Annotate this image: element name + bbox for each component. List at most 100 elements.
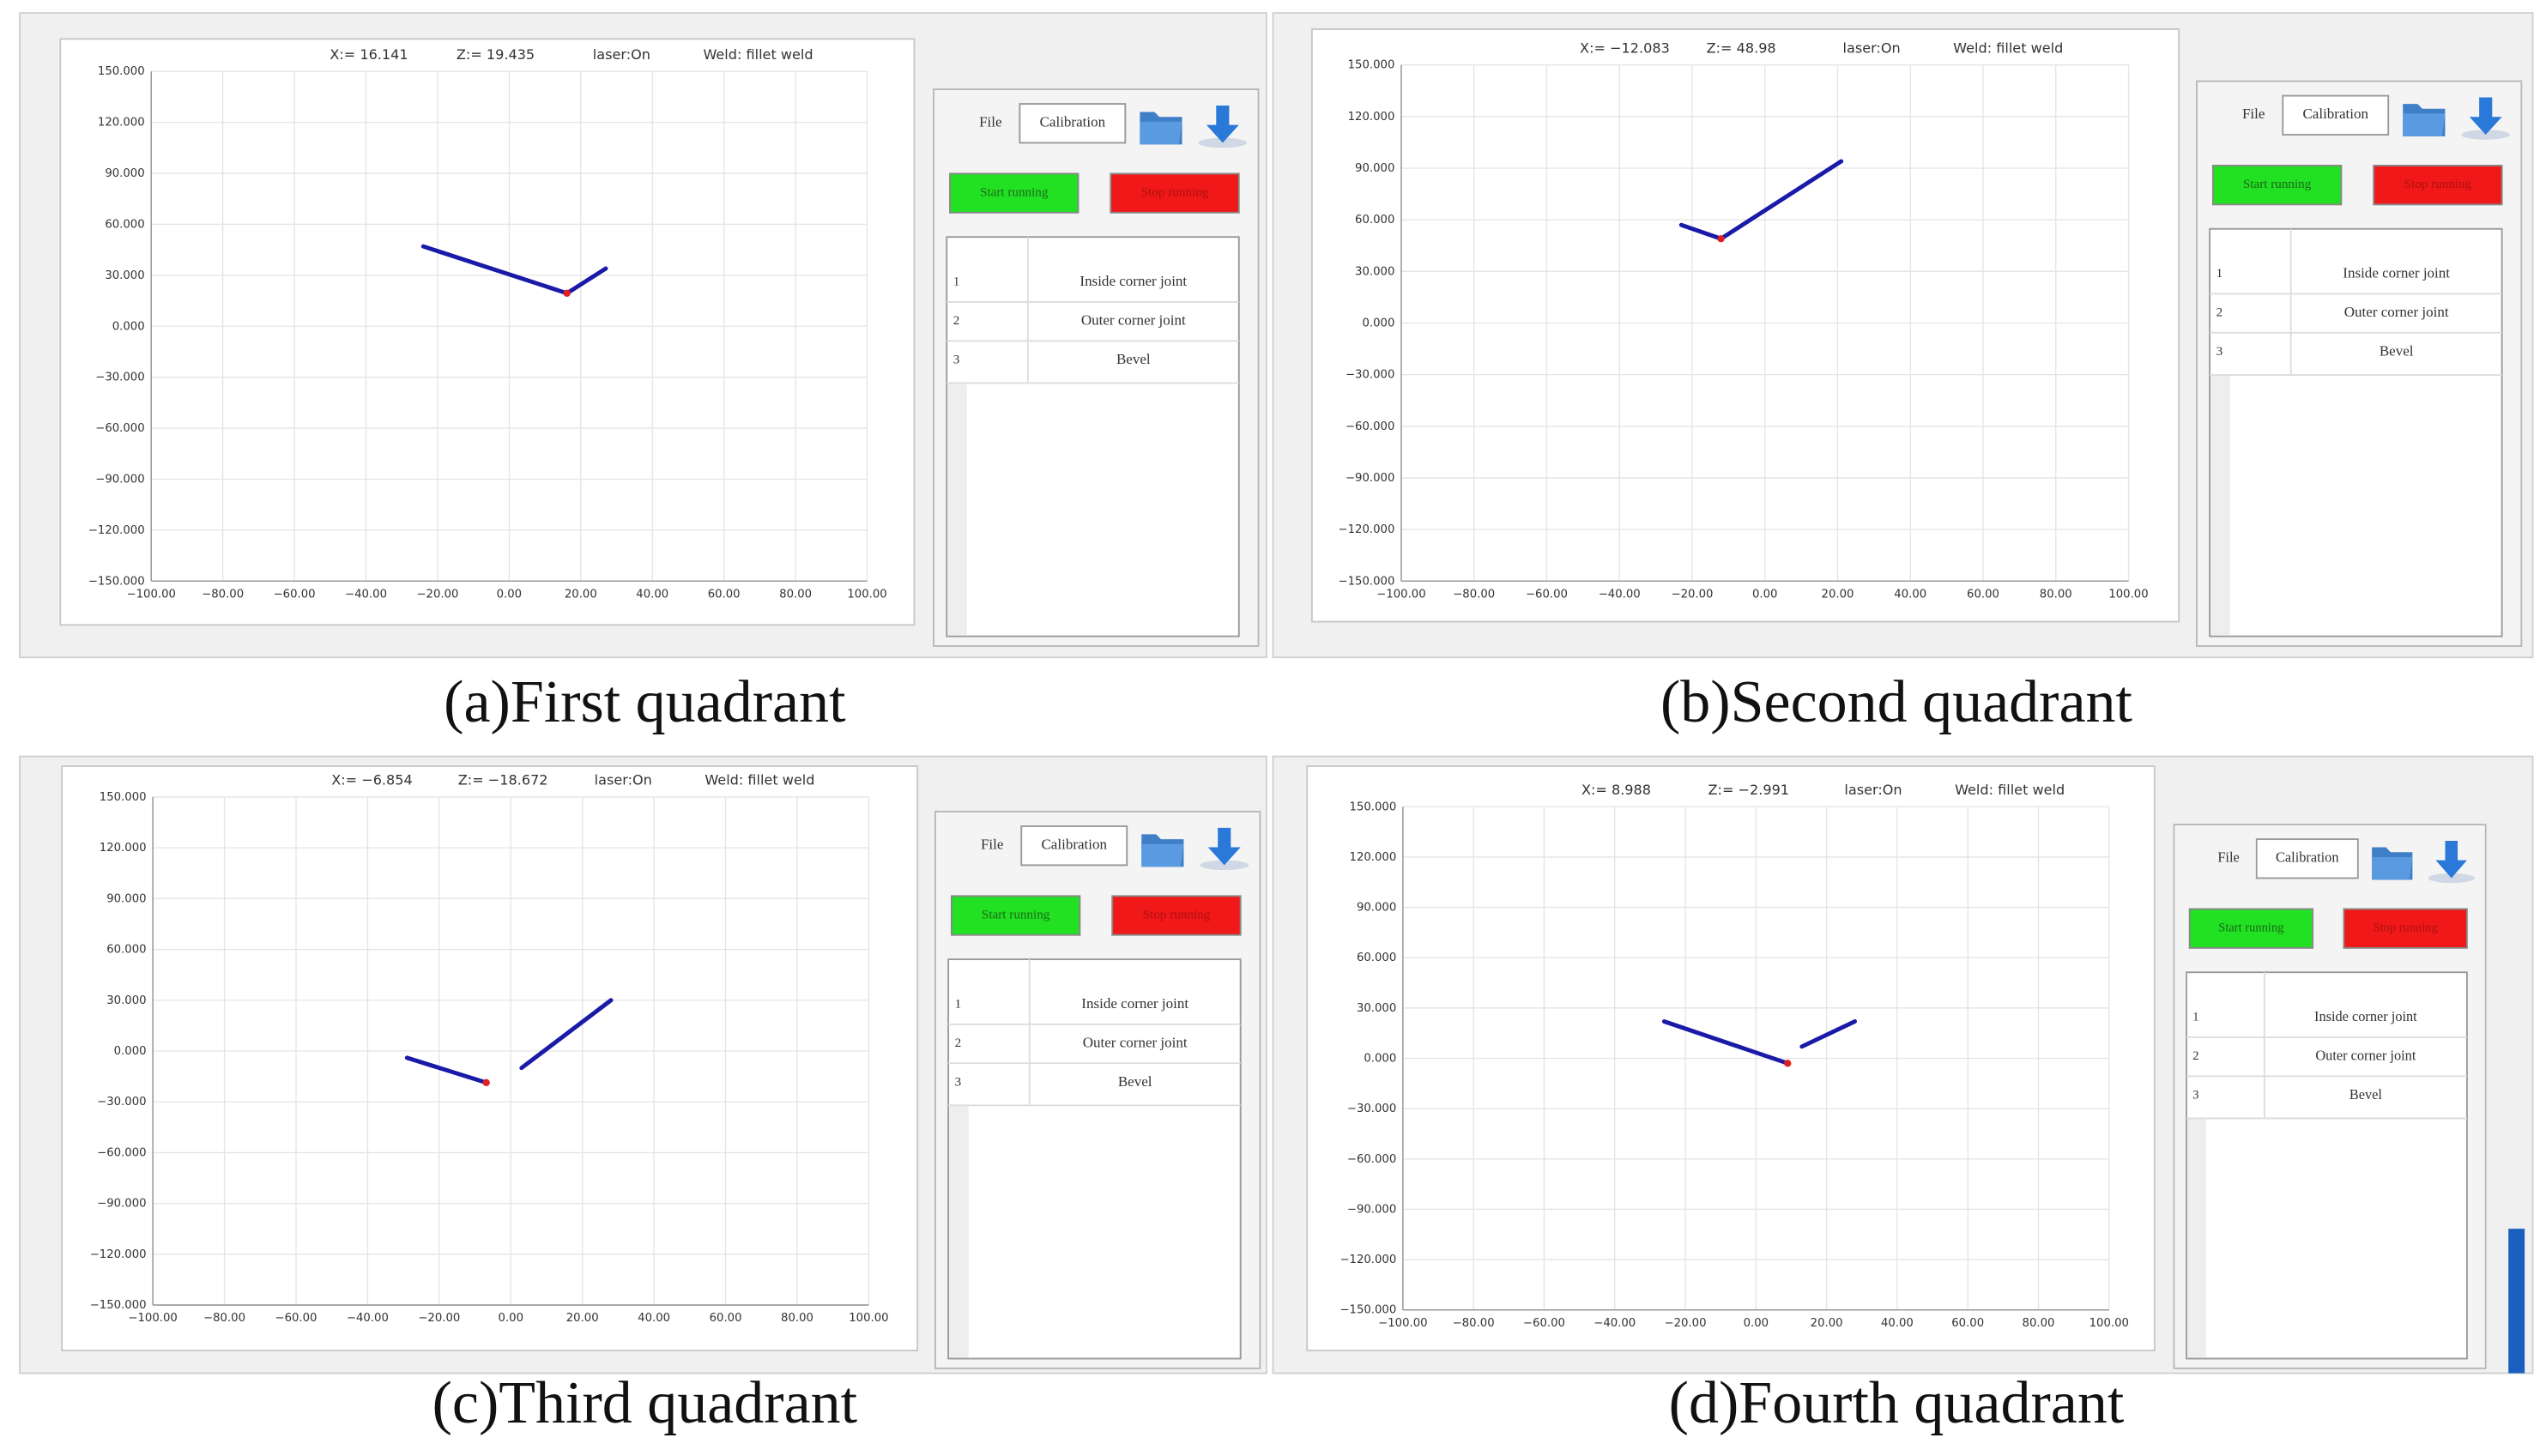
start-button[interactable] [2188, 908, 2314, 949]
x-tick-label: −60.00 [1526, 588, 1568, 601]
row-label[interactable]: Outer corner joint [2315, 1047, 2416, 1063]
row-number[interactable]: 1 [2216, 267, 2223, 281]
calibration-box[interactable] [1020, 825, 1128, 867]
scroll-indicator [2508, 1229, 2525, 1374]
row-number[interactable]: 3 [2192, 1088, 2198, 1102]
stop-label[interactable]: Stop running [1143, 908, 1211, 921]
x-tick-label: 60.00 [710, 1312, 742, 1325]
row-number[interactable]: 1 [953, 275, 960, 289]
row-label[interactable]: Inside corner joint [2343, 265, 2450, 281]
corner-point [1717, 235, 1725, 243]
corner-point [563, 289, 571, 297]
x-tick-label: 60.00 [1951, 1317, 1984, 1330]
x-tick-label: 80.00 [779, 588, 812, 601]
calibration-box[interactable] [1019, 103, 1127, 144]
weld-profile [404, 1055, 489, 1085]
x-tick-label: 40.00 [1894, 588, 1926, 601]
menu-calibration[interactable]: Calibration [1040, 114, 1106, 130]
x-tick-label: −100.00 [127, 588, 176, 601]
row-number[interactable]: 2 [953, 314, 960, 328]
row-number[interactable]: 3 [955, 1075, 962, 1089]
x-tick-label: −40.00 [1599, 588, 1641, 601]
start-label[interactable]: Start running [982, 908, 1050, 921]
x-tick-label: 40.00 [1881, 1317, 1914, 1330]
y-tick-label: −120.000 [1339, 523, 1395, 536]
row-label[interactable]: Outer corner joint [1083, 1034, 1188, 1050]
menu-calibration[interactable]: Calibration [2302, 106, 2368, 122]
start-button[interactable] [949, 172, 1079, 214]
row-number[interactable]: 1 [2192, 1010, 2198, 1024]
x-tick-label: 20.00 [1822, 588, 1854, 601]
start-label[interactable]: Start running [980, 186, 1049, 200]
y-tick-label: −60.000 [1347, 1153, 1396, 1166]
control-panel: File Calibration Start running Stop running… [2196, 80, 2523, 647]
row-number[interactable]: 3 [953, 353, 960, 366]
panel: 150.000 120.000 90.000 60.000 30.000 0.000 −30… [19, 12, 1267, 735]
stop-label[interactable]: Stop running [2404, 178, 2472, 191]
y-tick-label: 30.000 [1357, 1002, 1396, 1015]
x-tick-label: 80.00 [2023, 1317, 2055, 1330]
x-tick-label: −40.00 [345, 588, 387, 601]
row-label[interactable]: Inside corner joint [2314, 1008, 2417, 1024]
row-label[interactable]: Bevel [2380, 342, 2414, 359]
calibration-box[interactable] [2255, 838, 2359, 879]
download-shadow [2461, 130, 2511, 140]
y-tick-label: −120.000 [88, 524, 145, 537]
start-button[interactable] [950, 895, 1081, 936]
folder-front[interactable] [2372, 856, 2413, 880]
menu-file[interactable]: File [2217, 849, 2239, 865]
row-label[interactable]: Outer corner joint [1081, 311, 1186, 328]
row-number[interactable]: 1 [955, 998, 962, 1012]
caption: (b)Second quadrant [1660, 669, 2133, 735]
download-icon[interactable] [2435, 840, 2467, 879]
row-label[interactable]: Bevel [1116, 351, 1151, 367]
download-icon[interactable] [1207, 827, 1241, 866]
y-tick-label: 120.000 [100, 842, 147, 855]
x-tick-label: 80.00 [781, 1312, 813, 1325]
menu-calibration[interactable]: Calibration [1041, 837, 1107, 853]
download-icon[interactable] [1206, 105, 1239, 143]
status-text: Z:= −2.991 [1708, 782, 1790, 798]
menu-file[interactable]: File [979, 114, 1001, 130]
start-button[interactable] [2211, 165, 2343, 206]
y-tick-label: −90.000 [1346, 472, 1394, 485]
y-tick-label: −30.000 [95, 372, 144, 384]
stop-label[interactable]: Stop running [1141, 186, 1209, 200]
stop-button[interactable] [1111, 895, 1242, 936]
list-gutter [2210, 375, 2230, 636]
row-number[interactable]: 2 [2216, 306, 2223, 320]
folder-front[interactable] [1141, 843, 1184, 867]
row-number[interactable]: 3 [2216, 345, 2223, 359]
stop-label[interactable]: Stop running [2373, 921, 2438, 934]
calibration-box[interactable] [2282, 94, 2390, 136]
folder-front[interactable] [2403, 113, 2446, 136]
x-tick-label: −40.00 [347, 1312, 389, 1325]
stop-button[interactable] [1110, 172, 1240, 214]
y-tick-label: 0.000 [114, 1045, 147, 1058]
menu-file[interactable]: File [2242, 106, 2265, 122]
folder-front[interactable] [1140, 121, 1182, 145]
row-label[interactable]: Bevel [1118, 1073, 1152, 1090]
stop-button[interactable] [2373, 165, 2503, 206]
y-tick-label: 150.000 [1350, 800, 1397, 813]
weld-profile [1661, 1019, 1790, 1066]
y-tick-label: −30.000 [1347, 1103, 1396, 1115]
menu-calibration[interactable]: Calibration [2276, 849, 2339, 865]
x-tick-label: −20.00 [416, 588, 458, 601]
stop-button[interactable] [2343, 908, 2468, 949]
download-icon[interactable] [2469, 97, 2502, 136]
start-label[interactable]: Start running [2218, 921, 2284, 934]
start-label[interactable]: Start running [2243, 178, 2312, 191]
row-label[interactable]: Inside corner joint [1081, 995, 1188, 1012]
row-label[interactable]: Inside corner joint [1079, 273, 1187, 289]
menu-file[interactable]: File [981, 837, 1003, 853]
row-number[interactable]: 2 [955, 1036, 962, 1050]
x-tick-label: 60.00 [1967, 588, 1999, 601]
row-label[interactable]: Outer corner joint [2344, 304, 2449, 320]
corner-point [1784, 1060, 1792, 1067]
row-number[interactable]: 2 [2192, 1049, 2198, 1063]
status-text: Weld: fillet weld [705, 771, 814, 788]
y-tick-label: 60.000 [1357, 952, 1396, 964]
row-label[interactable]: Bevel [2349, 1086, 2382, 1103]
y-tick-label: −150.000 [1340, 1304, 1396, 1317]
